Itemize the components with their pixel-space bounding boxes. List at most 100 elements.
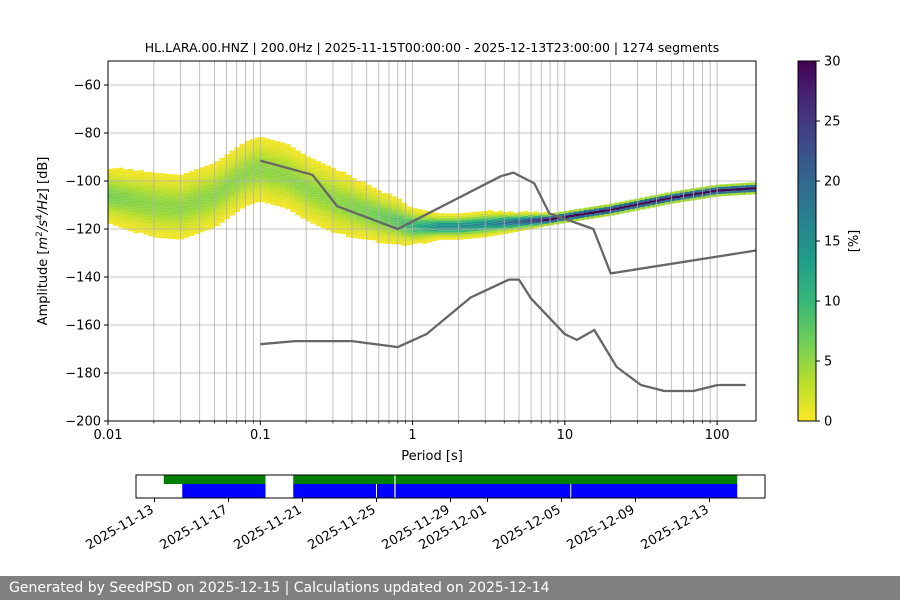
psd-cell (234, 188, 241, 191)
psd-cell (209, 197, 215, 200)
psd-cell (224, 154, 230, 157)
psd-cell (275, 143, 281, 147)
psd-cell (183, 218, 190, 221)
psd-cell (183, 216, 190, 219)
psd-cell (310, 180, 316, 183)
psd-cell (173, 213, 180, 216)
psd-cell (290, 173, 296, 177)
psd-cell (163, 233, 170, 237)
psd-cell (270, 173, 276, 176)
psd-cell (447, 225, 453, 228)
psd-cell (249, 148, 256, 152)
psd-cell (199, 205, 205, 209)
psd-cell (189, 199, 195, 203)
psd-cell (259, 194, 266, 198)
psd-cell (123, 200, 129, 204)
psd-cell (275, 186, 281, 190)
psd-cell (178, 198, 185, 202)
psd-cell (148, 229, 154, 232)
colorbar-tick-label: 0 (824, 415, 832, 430)
psd-cell (487, 224, 494, 227)
psd-cell (330, 213, 337, 216)
psd-cell (224, 216, 230, 220)
psd-cell (239, 177, 246, 180)
psd-cell (178, 189, 185, 192)
psd-cell (396, 241, 403, 245)
psd-cell (128, 202, 134, 205)
psd-cell (472, 223, 478, 227)
psd-cell (259, 168, 266, 171)
psd-cell (619, 201, 625, 204)
psd-cell (234, 202, 241, 205)
psd-cell (406, 237, 413, 241)
psd-cell (244, 193, 251, 197)
psd-cell (305, 199, 311, 203)
psd-cell (178, 208, 185, 211)
psd-cell (750, 191, 757, 195)
psd-cell (345, 203, 352, 207)
psd-cell (588, 216, 595, 219)
psd-cell (183, 235, 190, 238)
psd-cell (254, 173, 261, 176)
psd-cell (143, 220, 149, 223)
psd-cell (285, 156, 291, 159)
psd-cell (264, 181, 271, 185)
psd-cell (178, 229, 185, 233)
psd-cell (204, 218, 210, 221)
psd-cell (275, 177, 281, 180)
psd-cell (361, 184, 367, 187)
psd-cell (189, 211, 195, 215)
psd-cell (391, 237, 397, 240)
psd-cell (457, 234, 463, 238)
psd-cell (513, 222, 519, 225)
psd-cell (138, 199, 144, 202)
psd-cell (391, 220, 397, 223)
psd-cell (178, 205, 185, 209)
psd-cell (264, 198, 271, 201)
psd-cell (178, 191, 185, 194)
psd-cell (609, 203, 615, 206)
psd-cell (371, 206, 377, 210)
psd-cell (123, 205, 129, 208)
psd-cell (123, 169, 129, 172)
psd-cell (138, 196, 144, 200)
psd-cell (290, 209, 296, 213)
psd-cell (163, 197, 170, 201)
psd-cell (310, 192, 316, 195)
psd-cell (401, 212, 408, 215)
psd-cell (330, 167, 337, 171)
psd-cell (654, 196, 661, 200)
psd-cell (224, 207, 230, 210)
psd-cell (259, 137, 266, 140)
psd-cell (113, 175, 119, 178)
psd-cell (725, 183, 732, 187)
psd-cell (194, 200, 200, 203)
psd-cell (477, 211, 484, 214)
psd-cell (578, 218, 585, 221)
psd-cell (523, 222, 529, 226)
psd-cell (477, 230, 484, 234)
psd-cell (594, 210, 600, 214)
psd-cell (401, 207, 408, 210)
psd-cell (543, 214, 549, 217)
psd-cell (361, 222, 367, 225)
psd-cell (158, 221, 165, 224)
psd-cell (113, 199, 119, 202)
psd-cell (259, 141, 266, 145)
psd-cell (113, 196, 119, 200)
psd-cell (477, 233, 484, 236)
psd-cell (219, 172, 225, 175)
psd-cell (295, 181, 301, 185)
psd-cell (518, 214, 524, 217)
psd-cell (254, 147, 261, 150)
psd-cell (158, 187, 165, 191)
psd-cell (209, 221, 215, 224)
psd-cell (143, 186, 149, 189)
psd-cell (543, 211, 549, 215)
psd-cell (123, 181, 129, 184)
psd-cell (325, 211, 332, 214)
psd-cell (214, 182, 220, 186)
psd-cell (300, 192, 306, 195)
psd-cell (158, 230, 165, 234)
psd-cell (280, 164, 286, 167)
